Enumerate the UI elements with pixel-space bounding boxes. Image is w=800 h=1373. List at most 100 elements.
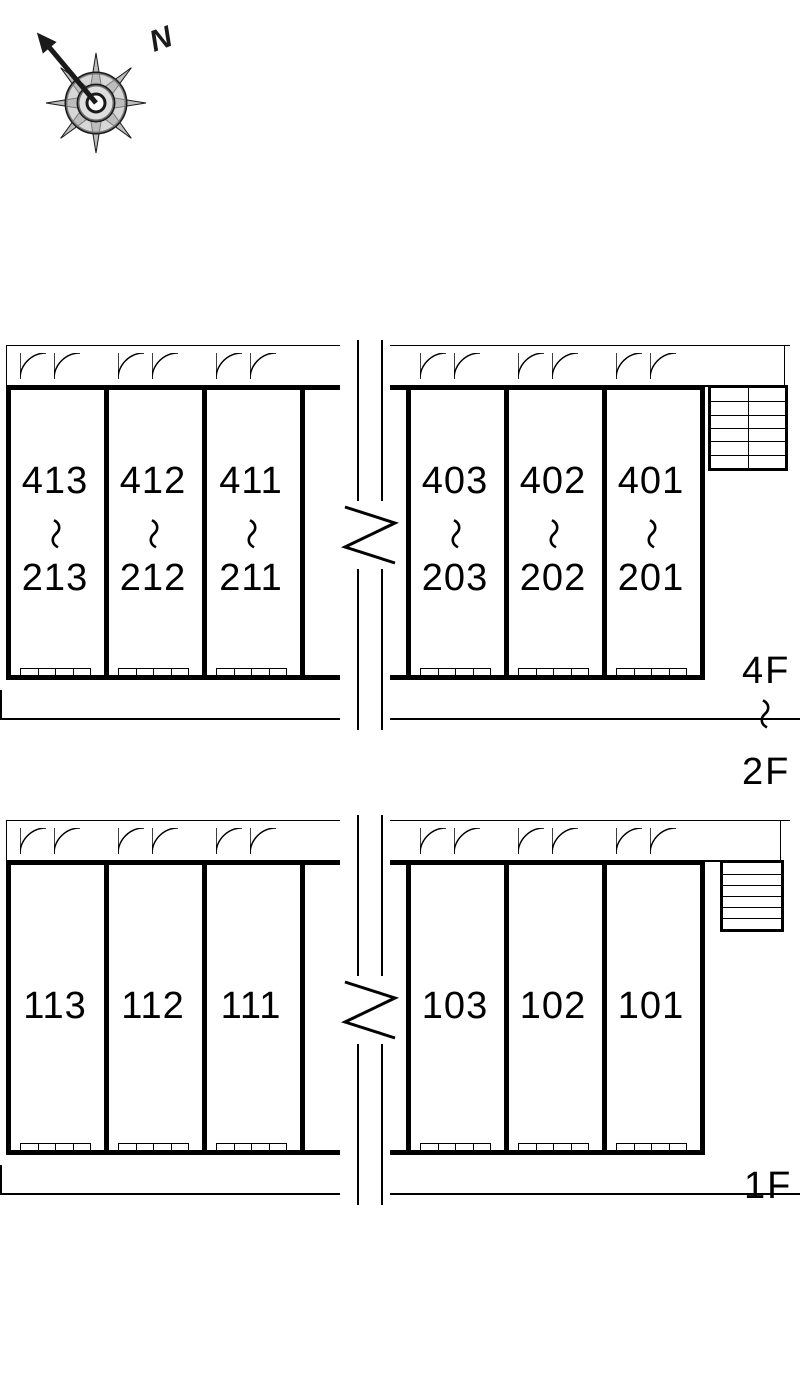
compass-n-label: N — [145, 20, 178, 59]
corridor-line — [6, 345, 340, 346]
door-icon — [20, 828, 46, 854]
unit: 102 — [504, 860, 602, 1155]
unit: 402 〜 202 — [504, 385, 602, 680]
stair-connect — [700, 860, 724, 862]
corridor-line — [6, 820, 340, 821]
door-icon — [420, 353, 446, 379]
break-indicator — [340, 340, 400, 730]
unit: 103 — [406, 860, 504, 1155]
unit: 113 — [6, 860, 104, 1155]
door-icon — [552, 828, 578, 854]
unit-wall — [300, 860, 305, 1155]
floor-plan-page: N 413 〜 213 412 〜 212 411 〜 211 403 〜 203 402 〜 202 401… — [0, 0, 800, 1373]
door-icon — [118, 353, 144, 379]
unit-tilde: 〜 — [534, 517, 572, 550]
unit-label-bot: 201 — [618, 556, 684, 602]
floor-label: 1F — [744, 1165, 792, 1208]
door-icon — [518, 353, 544, 379]
unit-label: 102 — [520, 984, 586, 1030]
door-icon — [54, 353, 80, 379]
floor-tilde: 〜 — [743, 698, 789, 746]
unit-label-top: 411 — [219, 459, 283, 505]
door-icon — [454, 353, 480, 379]
door-icon — [616, 353, 642, 379]
unit-wall — [700, 385, 705, 680]
unit-tilde: 〜 — [36, 517, 74, 550]
door-icon — [216, 828, 242, 854]
unit-label: 101 — [618, 984, 684, 1030]
unit: 401 〜 201 — [602, 385, 700, 680]
compass-svg: N — [26, 18, 186, 178]
door-icon — [518, 828, 544, 854]
unit: 412 〜 212 — [104, 385, 202, 680]
door-icon — [454, 828, 480, 854]
balcony-line — [366, 718, 800, 720]
unit-label-bot: 211 — [219, 556, 283, 602]
door-icon — [650, 828, 676, 854]
unit-label-top: 402 — [520, 459, 586, 505]
stair-outer — [784, 345, 785, 385]
door-icon — [152, 353, 178, 379]
unit: 403 〜 203 — [406, 385, 504, 680]
door-icon — [250, 353, 276, 379]
unit: 101 — [602, 860, 700, 1155]
door-icon — [54, 828, 80, 854]
unit-label-top: 412 — [120, 459, 186, 505]
door-icon — [552, 353, 578, 379]
unit-tilde: 〜 — [232, 517, 270, 550]
floor-label-line: 2F — [742, 751, 790, 794]
unit-label-bot: 212 — [120, 556, 186, 602]
unit-label-bot: 213 — [22, 556, 88, 602]
balcony-line — [366, 1193, 800, 1195]
unit-label-top: 401 — [618, 459, 684, 505]
door-icon — [250, 828, 276, 854]
stair-divider — [748, 388, 749, 468]
unit-label: 111 — [221, 984, 282, 1030]
corridor-line — [366, 820, 790, 821]
unit: 411 〜 211 — [202, 385, 300, 680]
stair-connect — [700, 385, 712, 387]
stair-step — [723, 874, 781, 875]
unit: 413 〜 213 — [6, 385, 104, 680]
stair-step — [723, 885, 781, 886]
corridor-end — [6, 820, 7, 860]
balcony-end — [0, 690, 2, 720]
balcony-line — [0, 1193, 340, 1195]
floor-label-line: 4F — [742, 650, 790, 693]
unit-tilde: 〜 — [632, 517, 670, 550]
stair-step — [723, 896, 781, 897]
unit-label: 112 — [121, 984, 185, 1030]
unit: 112 — [104, 860, 202, 1155]
unit-label-bot: 203 — [422, 556, 488, 602]
floor-label: 4F 〜 2F — [742, 650, 790, 794]
floor-block-lower: 1131121111031021011F — [0, 820, 800, 1200]
corridor-end — [6, 345, 7, 385]
door-icon — [650, 353, 676, 379]
unit: 111 — [202, 860, 300, 1155]
unit-label: 113 — [23, 984, 87, 1030]
door-icon — [420, 828, 446, 854]
stair-step — [723, 918, 781, 919]
corridor-line — [366, 345, 790, 346]
door-icon — [216, 353, 242, 379]
door-icon — [118, 828, 144, 854]
unit-label: 103 — [422, 984, 488, 1030]
balcony-line — [0, 718, 340, 720]
stair-step — [723, 907, 781, 908]
unit-wall — [300, 385, 305, 680]
unit-label-bot: 202 — [520, 556, 586, 602]
unit-tilde: 〜 — [134, 517, 172, 550]
unit-label-top: 403 — [422, 459, 488, 505]
unit-label-top: 413 — [22, 459, 88, 505]
compass-icon: N — [26, 18, 186, 178]
stair-outer — [780, 820, 781, 860]
floor-block-upper: 413 〜 213 412 〜 212 411 〜 211 403 〜 203 402 〜 202 401 〜 2… — [0, 345, 800, 725]
stairs-icon — [720, 860, 784, 932]
door-icon — [20, 353, 46, 379]
door-icon — [152, 828, 178, 854]
unit-tilde: 〜 — [436, 517, 474, 550]
door-icon — [616, 828, 642, 854]
balcony-end — [0, 1165, 2, 1195]
stairs-icon — [708, 385, 788, 471]
unit-wall — [700, 860, 705, 1155]
